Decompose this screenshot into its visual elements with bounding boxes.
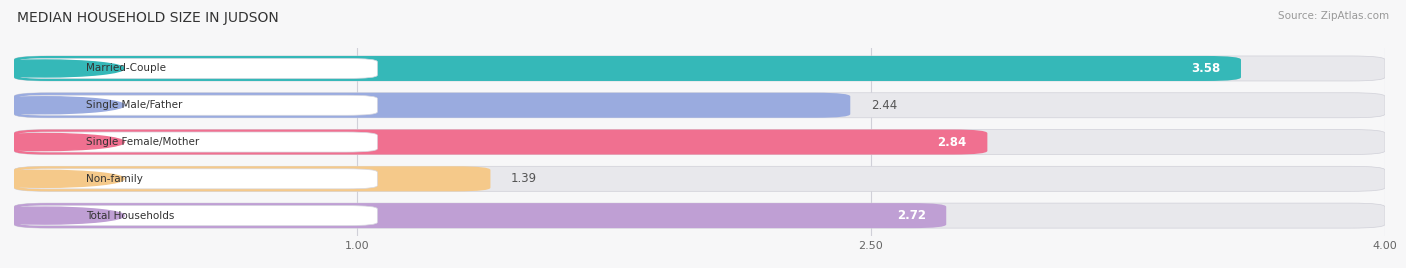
Circle shape xyxy=(0,97,124,114)
FancyBboxPatch shape xyxy=(14,93,851,118)
FancyBboxPatch shape xyxy=(14,203,1385,228)
Text: 2.84: 2.84 xyxy=(938,136,967,148)
Text: MEDIAN HOUSEHOLD SIZE IN JUDSON: MEDIAN HOUSEHOLD SIZE IN JUDSON xyxy=(17,11,278,25)
Text: Married-Couple: Married-Couple xyxy=(86,64,166,73)
Text: 3.58: 3.58 xyxy=(1191,62,1220,75)
FancyBboxPatch shape xyxy=(14,129,987,155)
Text: Source: ZipAtlas.com: Source: ZipAtlas.com xyxy=(1278,11,1389,21)
FancyBboxPatch shape xyxy=(17,58,377,79)
Circle shape xyxy=(0,170,124,187)
FancyBboxPatch shape xyxy=(17,132,377,152)
Circle shape xyxy=(0,207,124,224)
Circle shape xyxy=(0,60,124,77)
FancyBboxPatch shape xyxy=(14,166,491,191)
Text: Total Households: Total Households xyxy=(86,211,174,221)
Text: Non-family: Non-family xyxy=(86,174,143,184)
FancyBboxPatch shape xyxy=(17,95,377,115)
FancyBboxPatch shape xyxy=(14,56,1241,81)
Text: Single Male/Father: Single Male/Father xyxy=(86,100,183,110)
Text: Single Female/Mother: Single Female/Mother xyxy=(86,137,200,147)
FancyBboxPatch shape xyxy=(14,166,1385,191)
Text: 2.44: 2.44 xyxy=(870,99,897,112)
Circle shape xyxy=(0,133,124,151)
Text: 1.39: 1.39 xyxy=(510,172,537,185)
FancyBboxPatch shape xyxy=(14,93,1385,118)
FancyBboxPatch shape xyxy=(14,129,1385,155)
FancyBboxPatch shape xyxy=(17,206,377,226)
FancyBboxPatch shape xyxy=(14,203,946,228)
FancyBboxPatch shape xyxy=(14,56,1385,81)
Text: 2.72: 2.72 xyxy=(897,209,925,222)
FancyBboxPatch shape xyxy=(17,169,377,189)
